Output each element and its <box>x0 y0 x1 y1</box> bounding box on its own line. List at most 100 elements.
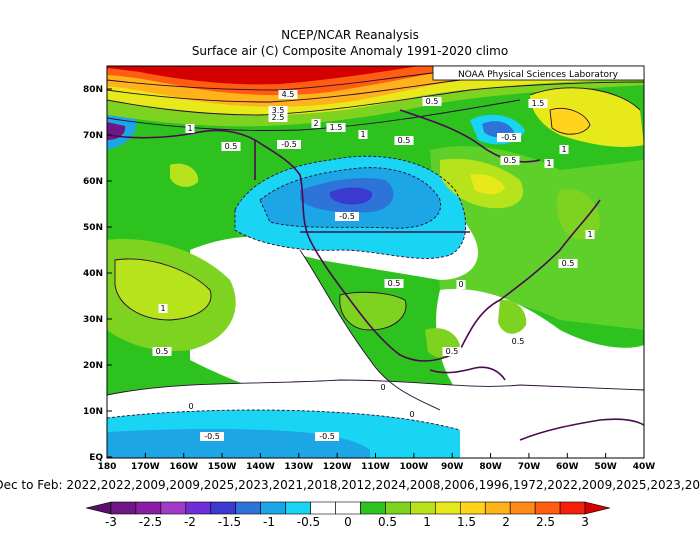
lon-axis: 180 170W 160W 150W 140W 130W 120W 110W 100W 90W 80… <box>98 453 656 472</box>
colorbar-swatch <box>110 501 137 515</box>
colorbar-tick-label: 1.5 <box>457 515 476 529</box>
lat-tick-label: 70N <box>83 131 103 141</box>
contour-label: 0.5 <box>156 347 169 356</box>
colorbar-tick-label: -0.5 <box>297 515 320 529</box>
colorbar-swatch <box>160 501 187 515</box>
contour-labels: 4.5 3.52.5 2 1.5 1 0.5 -0.5 1 0.5 1.5 0.5 1 0.5 1 1 0.5… <box>152 90 595 441</box>
contour-label: 0.5 <box>225 142 238 151</box>
lat-tick-label: 10N <box>83 407 103 417</box>
map-title: NCEP/NCAR Reanalysis <box>281 28 419 42</box>
colorbar-swatch <box>210 501 237 515</box>
composite-years: Dec to Feb: 2022,2022,2009,2009,2025,202… <box>0 478 700 494</box>
lon-tick-label: 100W <box>399 462 428 472</box>
contour-label: 1 <box>561 145 566 154</box>
contour-label-bg <box>456 280 466 289</box>
contour-label-bg <box>268 113 288 122</box>
contour-label: 0.5 <box>512 337 525 346</box>
contour-label: -0.5 <box>339 212 355 221</box>
contour-label: 1.5 <box>532 99 545 108</box>
lat-axis: 80N 70N 60N 50N 40N 30N 20N 10N EQ <box>83 85 112 463</box>
colorbar-tick-label: 2.5 <box>536 515 555 529</box>
lon-tick-label: 120W <box>323 462 352 472</box>
lon-tick-label: 110W <box>361 462 390 472</box>
lat-tick-label: EQ <box>89 453 103 463</box>
colorbar-swatch <box>459 501 486 515</box>
colorbar-swatch <box>310 501 336 515</box>
contour-label: 1 <box>360 130 365 139</box>
contour-label-bg <box>278 90 298 99</box>
colorbar-tick-label: 0.5 <box>378 515 397 529</box>
contour-label: 2 <box>313 119 318 128</box>
colorbar-swatch <box>285 501 311 515</box>
lat-tick-label: 20N <box>83 361 103 371</box>
contour-label-bg <box>358 130 368 139</box>
contour-label-bg <box>407 410 417 419</box>
contour-label-bg <box>186 402 196 411</box>
colorbar-tick-label: 0 <box>344 515 352 529</box>
contour-label-bg <box>335 212 359 221</box>
lat-tick-label: 60N <box>83 177 103 187</box>
lon-tick-label: 60W <box>556 462 579 472</box>
contour-label: 0 <box>458 280 463 289</box>
map-subtitle: Surface air (C) Composite Anomaly 1991-2… <box>191 44 509 58</box>
contour-label-bg <box>152 347 172 356</box>
contour-label-bg <box>544 159 554 168</box>
contour-label: 3.5 <box>272 106 285 115</box>
colorbar-tick-label: 1 <box>423 515 431 529</box>
contour-label-bg <box>497 133 521 142</box>
colorbar-swatch <box>484 501 511 515</box>
colorbar-swatch <box>509 501 536 515</box>
contour-label-bg <box>508 337 528 346</box>
credit-label: NOAA Physical Sciences Laboratory <box>458 70 619 80</box>
lon-tick-label: 40W <box>633 462 656 472</box>
contour-label: -0.5 <box>319 432 335 441</box>
colorbar-swatch <box>260 501 286 515</box>
anomaly-fill <box>107 66 644 458</box>
lat-tick-label: 30N <box>83 315 103 325</box>
contour-label: -0.5 <box>501 133 517 142</box>
colorbar-swatch <box>559 501 586 515</box>
contour-label-bg <box>585 230 595 239</box>
contour-label-bg <box>528 99 548 108</box>
contour-label: 1.5 <box>330 123 343 132</box>
contour-label-bg <box>394 136 414 145</box>
composite-caption: Dec to Feb: 2022,2022,2009,2009,2025,202… <box>0 478 700 492</box>
contour-label: 0.5 <box>446 347 459 356</box>
contour-label: 0.5 <box>504 156 517 165</box>
contour-label: 0 <box>188 402 193 411</box>
colorbar-swatch <box>235 501 261 515</box>
colorbar-swatch <box>385 501 411 515</box>
lon-tick-label: 140W <box>246 462 275 472</box>
contour-label-bg <box>268 106 288 115</box>
credit-box <box>432 65 645 81</box>
contour-label: 1 <box>587 230 592 239</box>
lat-tick-label: 80N <box>83 85 103 95</box>
contour-label: 2.5 <box>272 113 285 122</box>
colorbar-swatch <box>584 501 611 515</box>
contour-label-bg <box>422 97 442 106</box>
colorbar-tick-label: -2.5 <box>139 515 162 529</box>
colorbar-swatch <box>360 501 386 515</box>
lon-tick-label: 160W <box>169 462 198 472</box>
contour-label: 0.5 <box>426 97 439 106</box>
contour-label: 4.5 <box>282 90 295 99</box>
contour-label-bg <box>200 432 224 441</box>
contour-label-bg <box>158 304 168 313</box>
contour-label-bg <box>185 124 195 133</box>
colorbar-swatch <box>410 501 436 515</box>
colorbar-tick-label: -1.5 <box>218 515 241 529</box>
contour-label: 1 <box>187 124 192 133</box>
contour-label: 1 <box>160 304 165 313</box>
contour-label: -0.5 <box>204 432 220 441</box>
contour-label: -0.5 <box>281 140 297 149</box>
lon-tick-label: 90W <box>441 462 464 472</box>
colorbar-tick-label: -3 <box>105 515 117 529</box>
contour-label-bg <box>500 156 520 165</box>
colorbar-tick-label: -2 <box>184 515 196 529</box>
lon-tick-label: 80W <box>479 462 502 472</box>
lon-tick-label: 130W <box>284 462 313 472</box>
colorbar-swatch <box>335 501 361 515</box>
contour-label: 0 <box>409 410 414 419</box>
contour-label-bg <box>221 142 241 151</box>
